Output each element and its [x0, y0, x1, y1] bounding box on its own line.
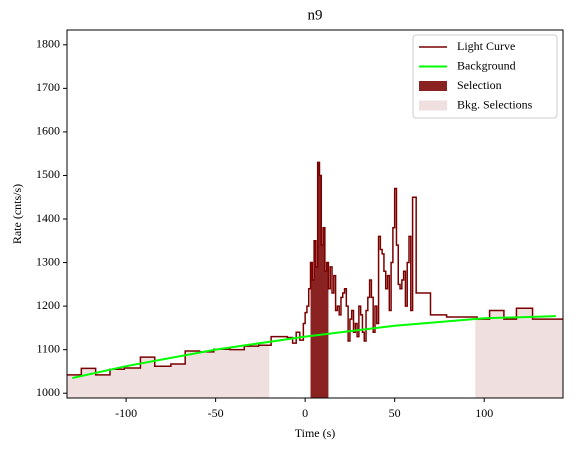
selection-region: [67, 162, 270, 398]
legend-swatch: [419, 81, 447, 91]
legend-label: Background: [457, 58, 516, 72]
legend-swatch: [419, 100, 447, 111]
x-tick-label: -100: [115, 406, 137, 420]
y-tick-label: 1200: [36, 298, 60, 312]
selection-region: [310, 162, 329, 398]
light-curve: [67, 161, 563, 376]
y-tick-label: 1600: [36, 124, 60, 138]
y-tick-label: 1300: [36, 254, 60, 268]
y-tick-label: 1800: [36, 37, 60, 51]
x-axis-title: Time (s): [295, 426, 336, 440]
x-tick-label: 50: [389, 406, 401, 420]
y-tick-label: 1700: [36, 80, 60, 94]
x-tick-label: -50: [208, 406, 224, 420]
y-axis-title: Rate (cnts/s): [10, 184, 24, 244]
chart-title: n9: [308, 7, 323, 23]
y-tick-label: 1500: [36, 167, 60, 181]
background-line: [72, 315, 556, 379]
legend-label: Light Curve: [457, 39, 515, 53]
legend-label: Selection: [457, 78, 502, 92]
x-tick-label: 100: [475, 406, 493, 420]
y-tick-label: 1400: [36, 211, 60, 225]
legend-box: [412, 34, 558, 119]
x-tick-label: 0: [302, 406, 308, 420]
plot-frame: [66, 29, 564, 399]
y-tick-label: 1000: [36, 385, 60, 399]
y-tick-label: 1100: [36, 341, 60, 355]
legend-label: Bkg. Selections: [457, 97, 533, 111]
